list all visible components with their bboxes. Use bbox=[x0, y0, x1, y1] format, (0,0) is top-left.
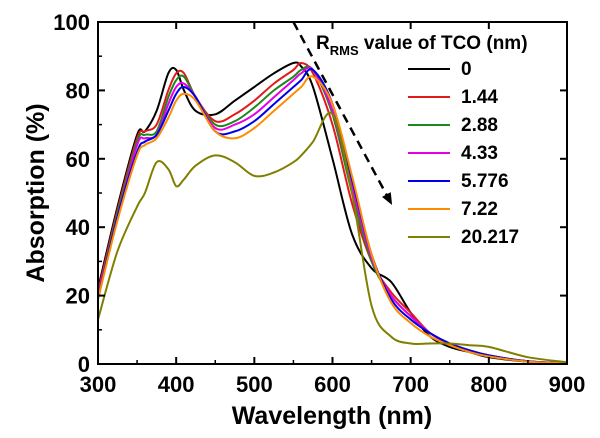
series-line-5.776 bbox=[97, 68, 568, 365]
legend-label: 5.776 bbox=[461, 171, 509, 192]
legend-label: 0 bbox=[461, 59, 472, 80]
annotation-layer bbox=[292, 21, 393, 206]
legend-title: RRMS value of TCO (nm) bbox=[316, 33, 528, 58]
series-line-7.22 bbox=[97, 75, 568, 365]
y-tick-label: 20 bbox=[66, 284, 90, 309]
x-tick-label: 500 bbox=[236, 372, 273, 397]
y-tick-label: 80 bbox=[66, 78, 90, 103]
y-tick-label: 40 bbox=[66, 215, 90, 240]
x-tick-label: 700 bbox=[392, 372, 429, 397]
tick-layer: 300 400 500 600 700 800 900 0 20 40 60 80 100 bbox=[53, 10, 585, 397]
x-tick-label: 400 bbox=[158, 372, 195, 397]
legend-entry-1.44: 1.44 bbox=[408, 87, 498, 108]
legend-label: 1.44 bbox=[461, 87, 498, 108]
legend-label: 2.88 bbox=[461, 115, 498, 136]
legend: RRMS value of TCO (nm) 0 1.44 2.88 4.33 5.77… bbox=[316, 33, 528, 248]
legend-entry-0: 0 bbox=[408, 59, 472, 80]
y-tick-label: 100 bbox=[53, 10, 90, 35]
legend-entry-7.22: 7.22 bbox=[408, 199, 498, 220]
x-tick-label: 600 bbox=[314, 372, 351, 397]
legend-entry-20.217: 20.217 bbox=[408, 227, 519, 248]
legend-entry-4.33: 4.33 bbox=[408, 143, 498, 164]
series-line-20.217 bbox=[97, 111, 568, 364]
y-tick-label: 0 bbox=[78, 352, 90, 377]
legend-entry-2.88: 2.88 bbox=[408, 115, 498, 136]
legend-entry-5.776: 5.776 bbox=[408, 171, 509, 192]
y-tick-label: 60 bbox=[66, 147, 90, 172]
trend-arrow bbox=[292, 21, 393, 206]
x-tick-label: 800 bbox=[470, 372, 507, 397]
y-axis-title: Absorption (%) bbox=[22, 103, 50, 282]
x-tick-label: 900 bbox=[549, 372, 586, 397]
legend-label: 7.22 bbox=[461, 199, 498, 220]
legend-label: 20.217 bbox=[461, 227, 519, 248]
x-axis-title: Wavelength (nm) bbox=[232, 402, 432, 430]
x-tick-label: 300 bbox=[80, 372, 117, 397]
legend-label: 4.33 bbox=[461, 143, 498, 164]
series-layer bbox=[97, 61, 568, 365]
